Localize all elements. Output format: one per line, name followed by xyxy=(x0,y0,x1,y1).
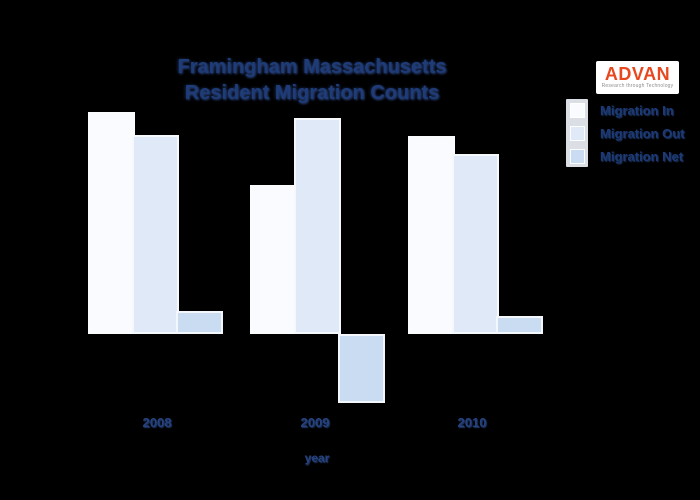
legend-swatch-migration-net-icon xyxy=(570,149,585,164)
advan-logo-tagline: Research through Technology xyxy=(601,83,674,89)
x-tick-2009: 2009 xyxy=(300,415,330,430)
legend-item-migration-out: Migration Out xyxy=(566,122,685,145)
bar-migration-out-2009 xyxy=(294,117,341,334)
advan-logo-wordmark: ADVAN xyxy=(604,64,671,84)
bar-migration-net-2008 xyxy=(176,311,223,334)
chart-title: Framingham Massachusetts Resident Migrat… xyxy=(92,54,532,106)
bar-migration-in-2009 xyxy=(250,185,297,334)
bar-migration-out-2010 xyxy=(452,154,499,334)
bar-migration-in-2010 xyxy=(408,136,455,334)
chart-legend: Migration In Migration Out Migration Net xyxy=(566,99,700,169)
x-tick-2008: 2008 xyxy=(142,415,172,430)
legend-swatch-migration-in-icon xyxy=(570,103,585,118)
x-axis-label: year xyxy=(304,451,330,465)
bar-migration-in-2008 xyxy=(88,112,135,334)
advan-logo: ADVAN Research through Technology xyxy=(596,61,679,94)
legend-swatch-migration-out-icon xyxy=(570,126,585,141)
legend-label-migration-in: Migration In xyxy=(600,103,674,118)
legend-item-migration-in: Migration In xyxy=(566,99,674,122)
chart-title-line1: Framingham Massachusetts xyxy=(177,56,447,78)
x-tick-2010: 2010 xyxy=(457,415,487,430)
bar-migration-out-2008 xyxy=(132,135,179,334)
bar-migration-net-2009 xyxy=(338,334,385,403)
legend-label-migration-out: Migration Out xyxy=(600,126,685,141)
legend-label-migration-net: Migration Net xyxy=(600,149,684,164)
chart-title-line2: Resident Migration Counts xyxy=(184,82,440,104)
legend-item-migration-net: Migration Net xyxy=(566,145,683,168)
bar-migration-net-2010 xyxy=(496,316,543,334)
